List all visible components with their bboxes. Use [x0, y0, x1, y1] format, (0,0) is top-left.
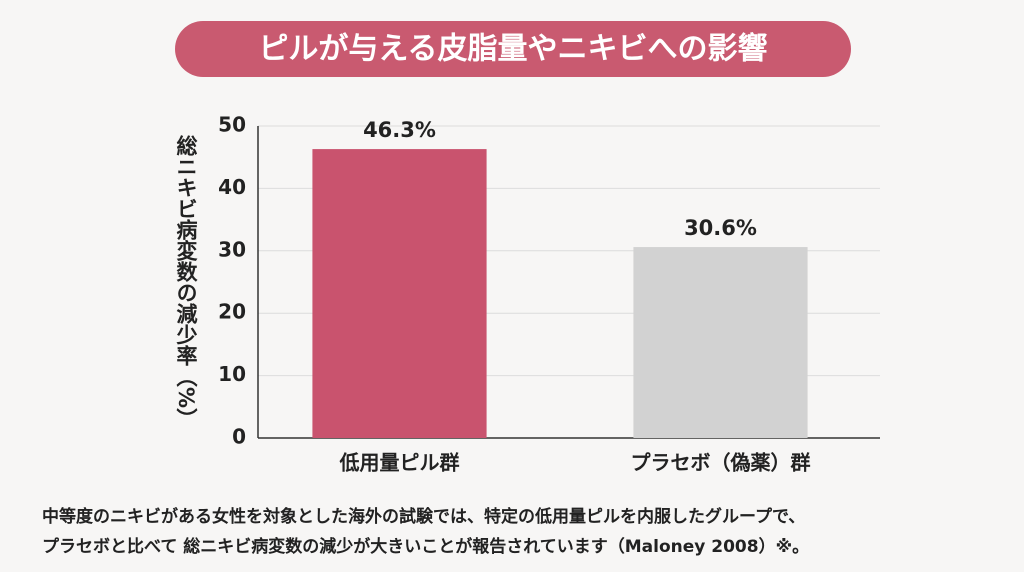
bar — [633, 247, 808, 438]
bar — [312, 149, 487, 438]
note: プラセボと比べて 総ニキビ病変数の減少が大きいことが報告されています（Malon… — [42, 536, 809, 557]
y-tick-label: 40 — [218, 175, 246, 199]
value-label: 46.3% — [363, 118, 436, 142]
note: 中等度のニキビがある女性を対象とした海外の試験では、特定の低用量ピルを内服したグ… — [42, 506, 805, 527]
y-tick-label: 20 — [218, 300, 246, 324]
y-tick-label: 10 — [218, 362, 246, 386]
y-axis-label: 総ニキビ病変数の減少率（%） — [174, 134, 199, 429]
title-pill — [175, 21, 851, 77]
x-tick-label: プラセボ（偽薬）群 — [631, 451, 811, 475]
y-tick-label: 50 — [218, 113, 246, 137]
chart-title: ピルが与える皮脂量やニキビへの影響 — [258, 32, 767, 67]
x-tick-label: 低用量ピル群 — [339, 451, 460, 475]
y-tick-label: 0 — [232, 425, 246, 449]
value-label: 30.6% — [684, 216, 757, 240]
y-tick-label: 30 — [218, 237, 246, 261]
